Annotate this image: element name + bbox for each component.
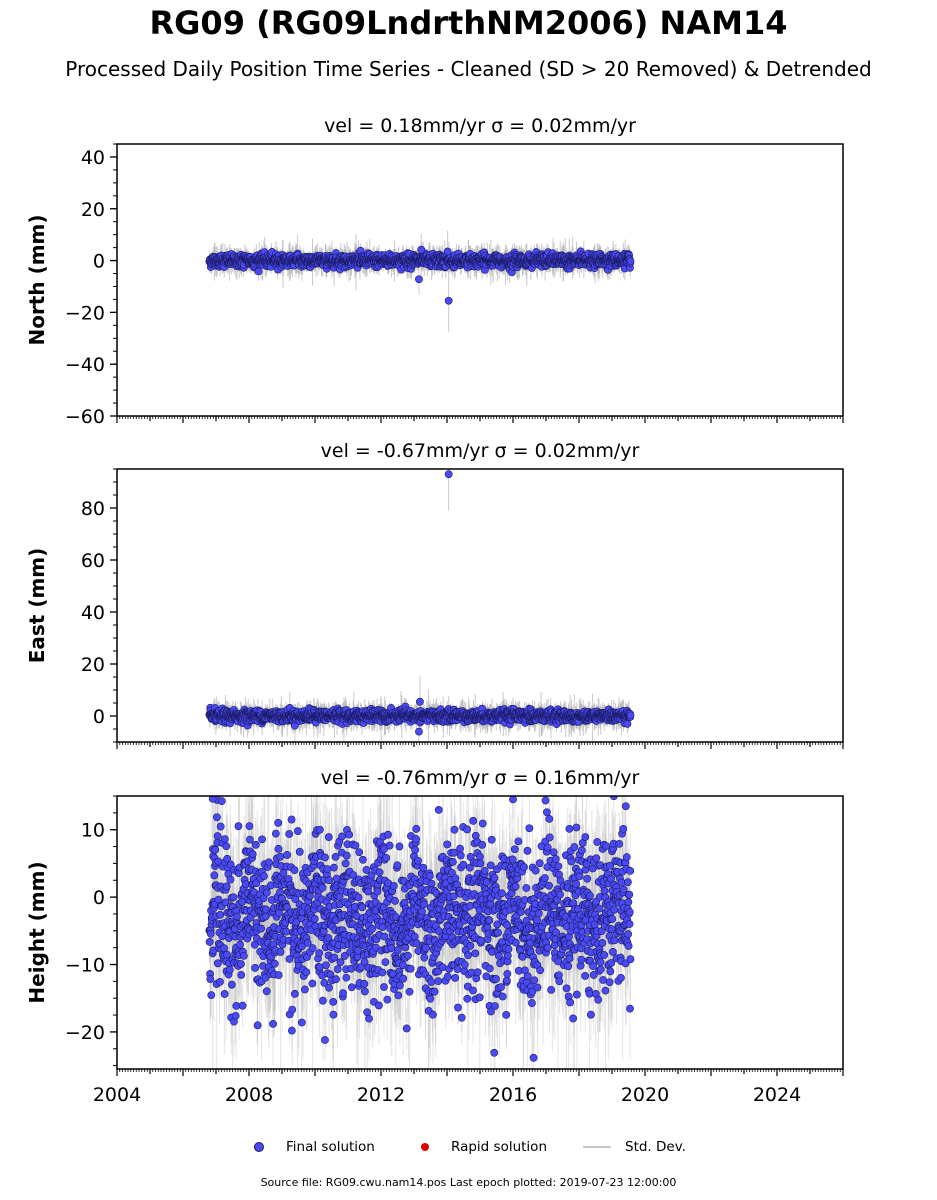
final-solution-point	[626, 257, 635, 266]
y-axis-label: North (mm)	[25, 214, 49, 345]
chart-subtitle: Processed Daily Position Time Series - C…	[65, 57, 872, 81]
final-solution-point	[443, 247, 452, 256]
data-layer	[205, 469, 635, 742]
y-tick-label: 0	[93, 251, 105, 273]
final-solution-point	[417, 245, 426, 254]
final-solution-point	[444, 296, 453, 305]
panel-0: vel = 0.18mm/yr σ = 0.02mm/yr North (mm) 4…	[25, 115, 844, 428]
y-tick-label: −20	[65, 302, 105, 324]
y-tick-label: 20	[81, 199, 105, 221]
plot-frame	[116, 143, 844, 417]
final-solution-point	[415, 275, 423, 284]
data-layer	[205, 230, 635, 332]
chart-title: RG09 (RG09LndrthNM2006) NAM14	[149, 4, 788, 42]
y-tick-label: 40	[81, 147, 105, 169]
final-solution-point	[254, 267, 263, 276]
panel-title: vel = 0.18mm/yr σ = 0.02mm/yr	[324, 115, 636, 137]
y-tick-label: −40	[65, 354, 105, 376]
y-tick-label: −60	[65, 406, 105, 428]
